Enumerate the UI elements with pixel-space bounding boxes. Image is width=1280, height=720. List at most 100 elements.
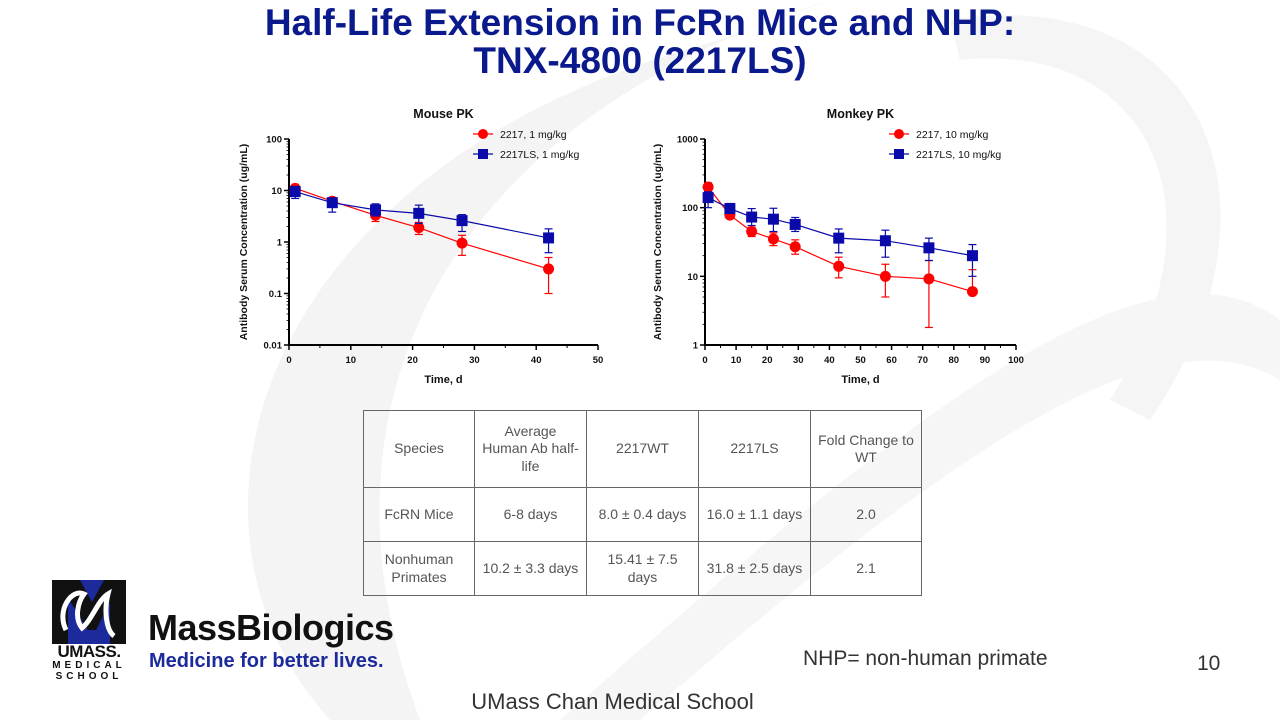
legend-marker-square — [894, 149, 904, 159]
x-tick-label: 30 — [793, 355, 804, 366]
x-tick-label: 20 — [762, 355, 773, 366]
data-point-circle — [879, 270, 891, 282]
legend-marker-circle — [478, 129, 488, 139]
x-tick-label: 40 — [531, 355, 542, 366]
data-point-circle — [833, 260, 845, 272]
y-tick-label: 0.1 — [269, 289, 283, 300]
school-text: SCHOOL — [55, 671, 123, 682]
table-cell: 6-8 days — [474, 487, 587, 542]
data-point-square — [923, 242, 935, 254]
chart-title: Mouse PK — [413, 107, 473, 121]
header-cell: Fold Change to WT — [810, 410, 922, 488]
table-cell: 31.8 ± 2.5 days — [698, 541, 811, 596]
y-tick-label: 1 — [277, 238, 283, 249]
data-point-circle — [923, 273, 935, 285]
chart-1: Monkey PK 1000 100 10 10 10 20 30 40 50 60 70 80 90 10… — [652, 107, 1024, 386]
data-point-circle — [702, 181, 714, 193]
brand-tagline: Medicine for better lives. — [149, 650, 384, 672]
x-tick-label: 60 — [886, 355, 897, 366]
data-point-square — [456, 215, 468, 227]
data-point-circle — [966, 286, 978, 298]
data-point-square — [413, 207, 425, 219]
y-tick-label: 0.01 — [264, 341, 283, 352]
series-line — [295, 191, 549, 239]
legend-marker-square — [478, 149, 488, 159]
legend-label: 2217LS, 10 mg/kg — [916, 149, 1001, 161]
medical-text: MEDICAL — [52, 660, 126, 671]
data-point-square — [724, 203, 736, 215]
chart-0: Mouse PK 100 10 1 0.1 0.010 10 20 30 40 50 Time, d A… — [238, 107, 603, 386]
y-tick-label: 1 — [693, 341, 699, 352]
data-point-circle — [543, 263, 555, 275]
x-tick-label: 50 — [593, 355, 604, 366]
legend-label: 2217, 1 mg/kg — [500, 129, 567, 141]
x-tick-label: 70 — [917, 355, 928, 366]
y-tick-label: 1000 — [677, 135, 698, 146]
y-tick-label: 10 — [271, 186, 282, 197]
table-cell: 16.0 ± 1.1 days — [698, 487, 811, 542]
data-point-square — [543, 232, 555, 244]
table-cell: 2.0 — [810, 487, 922, 542]
x-tick-label: 30 — [469, 355, 480, 366]
data-point-square — [326, 197, 338, 209]
legend-label: 2217, 10 mg/kg — [916, 129, 989, 141]
data-point-circle — [413, 222, 425, 234]
data-point-square — [789, 218, 801, 230]
table-row: Nonhuman Primates 10.2 ± 3.3 days 15.41 … — [363, 541, 922, 596]
x-tick-label: 40 — [824, 355, 835, 366]
half-life-table: Species Average Human Ab half-life 2217W… — [363, 410, 922, 596]
slide-title: Half-Life Extension in FcRn Mice and NHP… — [0, 4, 1280, 80]
page-number: 10 — [1197, 652, 1221, 675]
series-circle: 2217, 10 mg/kg — [702, 129, 989, 329]
table-cell: 15.41 ± 7.5 days — [586, 541, 699, 596]
data-point-circle — [746, 225, 758, 237]
y-tick-label: 100 — [266, 135, 282, 146]
data-point-square — [833, 232, 845, 244]
x-tick-label: 100 — [1008, 355, 1024, 366]
chart-title: Monkey PK — [827, 107, 894, 121]
massbiologics-brand: MassBiologics — [148, 607, 394, 648]
series-square: 2217LS, 10 mg/kg — [702, 149, 1001, 277]
umass-text: UMASS. — [57, 642, 121, 661]
table-cell: 2.1 — [810, 541, 922, 596]
umass-wordmark: UMASS. MEDICAL SCHOOL — [52, 643, 126, 682]
table-cell: FcRN Mice — [363, 487, 475, 542]
table-cell: 8.0 ± 0.4 days — [586, 487, 699, 542]
data-point-square — [746, 211, 758, 223]
footer-text: UMass Chan Medical School — [471, 689, 754, 714]
data-point-square — [289, 186, 301, 198]
title-line-2: TNX-4800 (2217LS) — [473, 40, 807, 81]
legend-marker-circle — [894, 129, 904, 139]
header-cell: 2217WT — [586, 410, 699, 488]
table-cell: Nonhuman Primates — [363, 541, 475, 596]
y-tick-label: 100 — [682, 203, 698, 214]
table-header-row: Species Average Human Ab half-life 2217W… — [363, 410, 922, 488]
series-square: 2217LS, 1 mg/kg — [289, 149, 580, 254]
header-cell: 2217LS — [698, 410, 811, 488]
title-line-1: Half-Life Extension in FcRn Mice and NHP… — [264, 2, 1016, 43]
table-cell: 10.2 ± 3.3 days — [474, 541, 587, 596]
x-axis-label: Time, d — [424, 374, 462, 386]
header-cell: Average Human Ab half-life — [474, 410, 587, 488]
x-tick-label: 90 — [980, 355, 991, 366]
x-tick-label: 10 — [346, 355, 357, 366]
y-axis-label: Antibody Serum Concentration (ug/mL) — [652, 144, 664, 341]
x-tick-label: 20 — [407, 355, 418, 366]
abbreviation-note: NHP= non-human primate — [803, 647, 1048, 670]
umass-logo-icon — [52, 580, 126, 644]
data-point-circle — [767, 233, 779, 245]
header-cell: Species — [363, 410, 475, 488]
x-axis-label: Time, d — [841, 374, 879, 386]
x-tick-label: 0 — [702, 355, 707, 366]
data-point-square — [966, 250, 978, 262]
data-point-square — [879, 235, 891, 247]
y-axis-label: Antibody Serum Concentration (ug/mL) — [238, 144, 250, 341]
data-point-circle — [789, 241, 801, 253]
x-tick-label: 50 — [855, 355, 866, 366]
data-point-square — [702, 192, 714, 204]
series-line — [294, 187, 549, 270]
data-point-circle — [456, 237, 468, 249]
y-tick-label: 10 — [687, 272, 698, 283]
data-point-square — [370, 204, 382, 216]
